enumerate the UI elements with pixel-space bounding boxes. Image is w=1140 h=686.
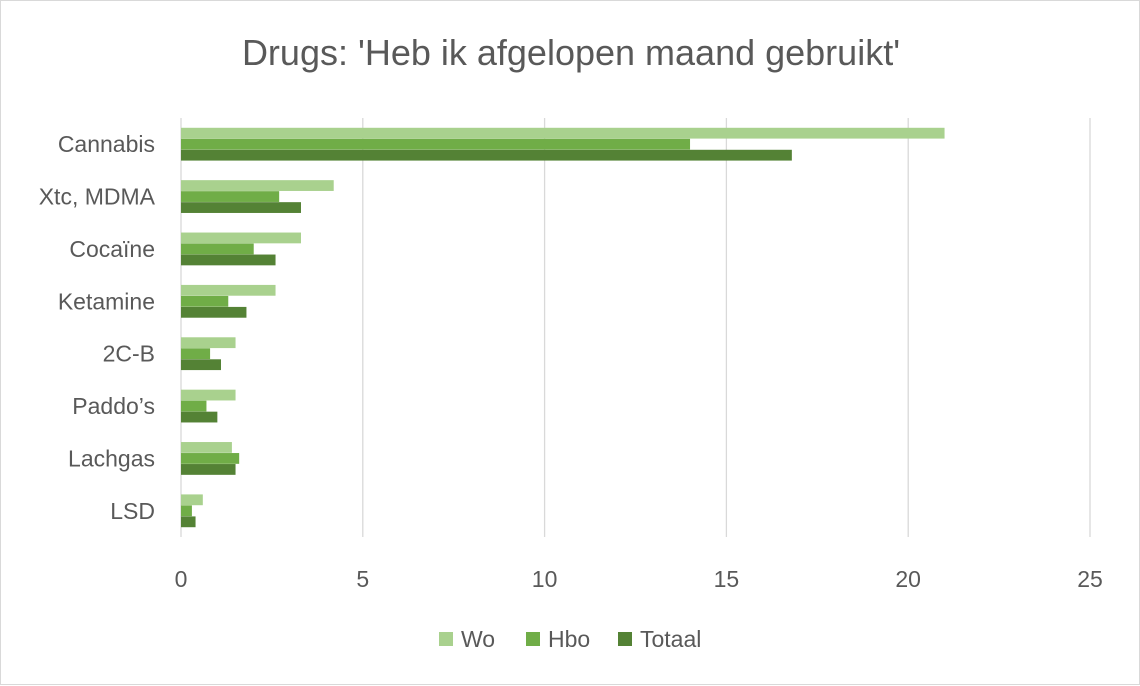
x-tick-label: 15 <box>714 566 740 592</box>
legend-label-wo: Wo <box>461 626 495 652</box>
bar-totaal-3 <box>181 306 247 318</box>
category-label: Paddo’s <box>72 393 155 419</box>
bar-hbo-2 <box>181 243 254 255</box>
bar-hbo-0 <box>181 138 691 150</box>
bar-totaal-7 <box>181 516 196 528</box>
bar-wo-4 <box>181 337 236 349</box>
bars-group <box>181 127 945 528</box>
x-tick-label: 25 <box>1077 566 1103 592</box>
bar-wo-3 <box>181 284 276 296</box>
bar-totaal-2 <box>181 254 276 266</box>
legend: Wo Hbo Totaal <box>439 626 701 652</box>
x-tick-label: 5 <box>356 566 369 592</box>
chart-title: Drugs: 'Heb ik afgelopen maand gebruikt' <box>242 32 900 73</box>
legend-label-hbo: Hbo <box>548 626 590 652</box>
bar-hbo-7 <box>181 505 192 517</box>
category-label: Cocaïne <box>69 236 155 262</box>
category-label: Ketamine <box>58 288 155 314</box>
legend-swatch-wo <box>439 632 453 646</box>
x-tick-label: 10 <box>532 566 558 592</box>
bar-hbo-6 <box>181 453 240 464</box>
x-tick-label: 0 <box>175 566 188 592</box>
category-labels: Cannabis Xtc, MDMA Cocaïne Ketamine 2C-B Padd… <box>39 131 156 524</box>
bar-wo-1 <box>181 180 334 191</box>
legend-label-totaal: Totaal <box>640 626 701 652</box>
bar-wo-0 <box>181 127 945 139</box>
x-tick-label: 20 <box>895 566 921 592</box>
category-label: Lachgas <box>68 445 155 471</box>
bar-wo-2 <box>181 232 301 244</box>
x-tick-labels: 0 5 10 15 20 25 <box>175 566 1103 592</box>
bar-totaal-0 <box>181 149 792 161</box>
bar-wo-5 <box>181 389 236 401</box>
bar-wo-6 <box>181 442 232 453</box>
category-label: 2C-B <box>103 341 155 367</box>
category-label: LSD <box>110 498 155 524</box>
bar-hbo-5 <box>181 400 207 412</box>
category-label: Cannabis <box>58 131 155 157</box>
legend-swatch-hbo <box>526 632 540 646</box>
bar-hbo-3 <box>181 295 229 307</box>
bar-hbo-1 <box>181 191 280 202</box>
bar-hbo-4 <box>181 348 211 360</box>
bar-totaal-5 <box>181 411 218 423</box>
bar-totaal-4 <box>181 359 221 371</box>
bar-totaal-6 <box>181 464 236 475</box>
bar-totaal-1 <box>181 202 301 213</box>
bar-wo-7 <box>181 494 203 506</box>
category-label: Xtc, MDMA <box>39 184 156 210</box>
legend-swatch-totaal <box>618 632 632 646</box>
